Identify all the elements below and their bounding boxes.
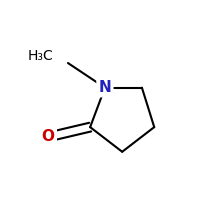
- Text: H₃C: H₃C: [28, 49, 54, 63]
- Text: N: N: [99, 80, 111, 95]
- Text: O: O: [42, 129, 55, 144]
